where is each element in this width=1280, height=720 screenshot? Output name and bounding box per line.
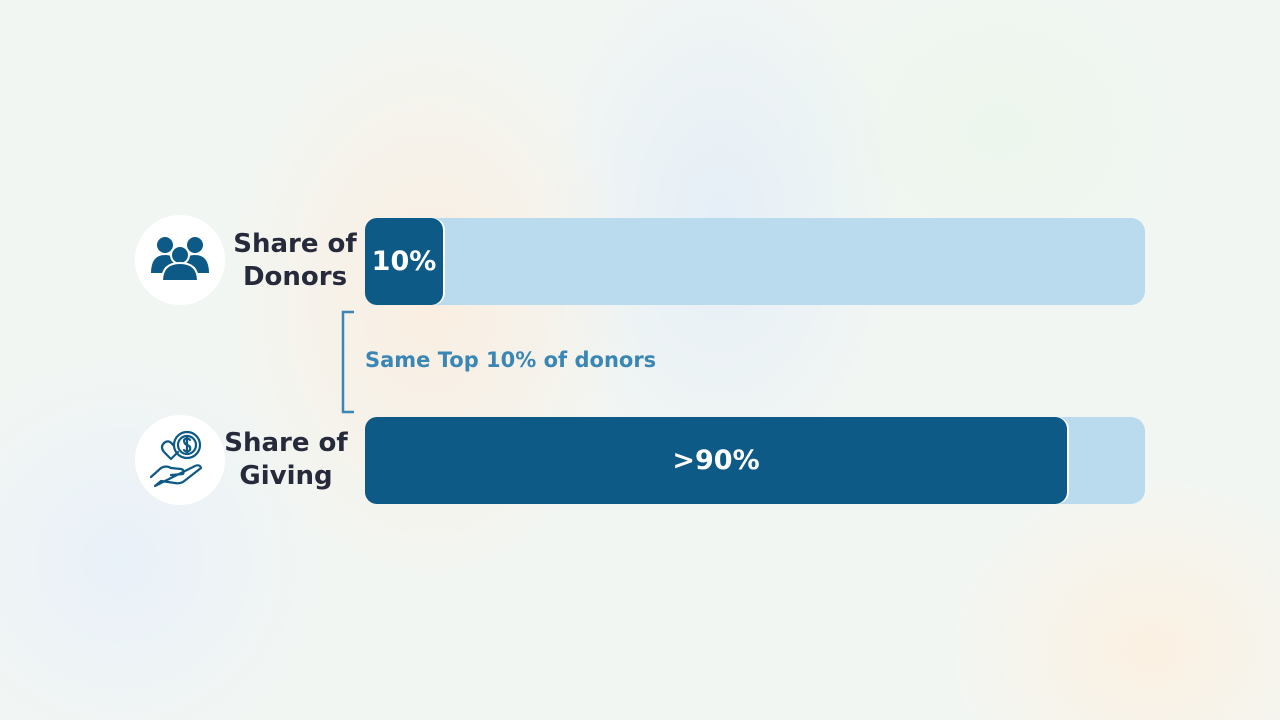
category-label: Share of Donors <box>233 229 357 292</box>
annotation: Same Top 10% of donors <box>365 348 657 372</box>
bracket <box>341 310 354 414</box>
category-label: Share of Giving <box>224 428 348 491</box>
value-label: >90% <box>672 445 760 476</box>
bar <box>365 218 443 305</box>
donors-icon <box>135 215 225 305</box>
bar <box>365 417 1067 504</box>
giving-icon <box>135 415 225 505</box>
hand-coin-icon <box>149 430 203 488</box>
bar-track <box>365 218 1145 305</box>
value-label: 10% <box>371 246 437 277</box>
people-icon <box>151 237 209 282</box>
